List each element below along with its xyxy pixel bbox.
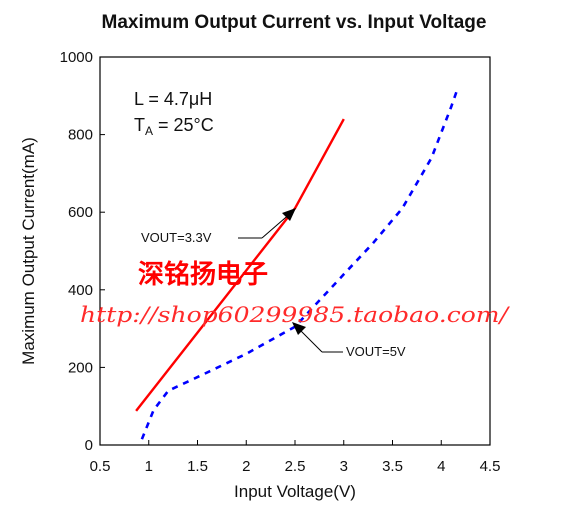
x-tick-label: 4.5 [480, 458, 501, 475]
annotation-inductance: L = 4.7μH [134, 89, 212, 109]
y-tick-label: 0 [85, 437, 93, 454]
y-axis-label: Maximum Output Current(mA) [19, 137, 38, 365]
annotation-temperature-rest: = 25°C [153, 115, 214, 135]
x-tick-label: 4 [437, 458, 445, 475]
y-tick-label: 1000 [60, 49, 93, 66]
x-tick-label: 1.5 [187, 458, 208, 475]
annotation-temperature: TA = 25°C [134, 115, 214, 138]
callout-vout5-arrowhead [292, 322, 306, 335]
chart-title: Maximum Output Current vs. Input Voltage [102, 12, 487, 33]
watermark-chinese: 深铭扬电子 [138, 260, 268, 290]
y-tick-label: 600 [68, 204, 93, 221]
series-layer [135, 87, 460, 440]
series-line-vout-3v3 [135, 118, 345, 412]
annotation-temperature-sub: A [145, 124, 153, 138]
series-line-vout-5v [140, 87, 460, 440]
y-tick-label: 800 [68, 127, 93, 144]
x-tick-label: 3.5 [382, 458, 403, 475]
x-tick-label: 2 [242, 458, 250, 475]
callout-vout33-arrowhead [282, 208, 296, 221]
x-tick-label: 3 [340, 458, 348, 475]
watermark-url: http://shop60299985.taobao.com/ [80, 303, 510, 327]
annotation-temperature-t: T [134, 115, 145, 135]
x-tick-label: 2.5 [285, 458, 306, 475]
x-tick-label: 1 [145, 458, 153, 475]
y-tick-label: 200 [68, 359, 93, 376]
callout-vout5-label: VOUT=5V [346, 344, 406, 359]
y-tick-label: 400 [68, 282, 93, 299]
x-tick-label: 0.5 [90, 458, 111, 475]
x-axis-label: Input Voltage(V) [234, 482, 356, 501]
callout-vout33-label: VOUT=3.3V [141, 230, 212, 245]
axis-ticks: 0.5 1 1.5 2 2.5 3 3.5 4 4.5 0 200 400 600 800 1000 [60, 49, 501, 475]
